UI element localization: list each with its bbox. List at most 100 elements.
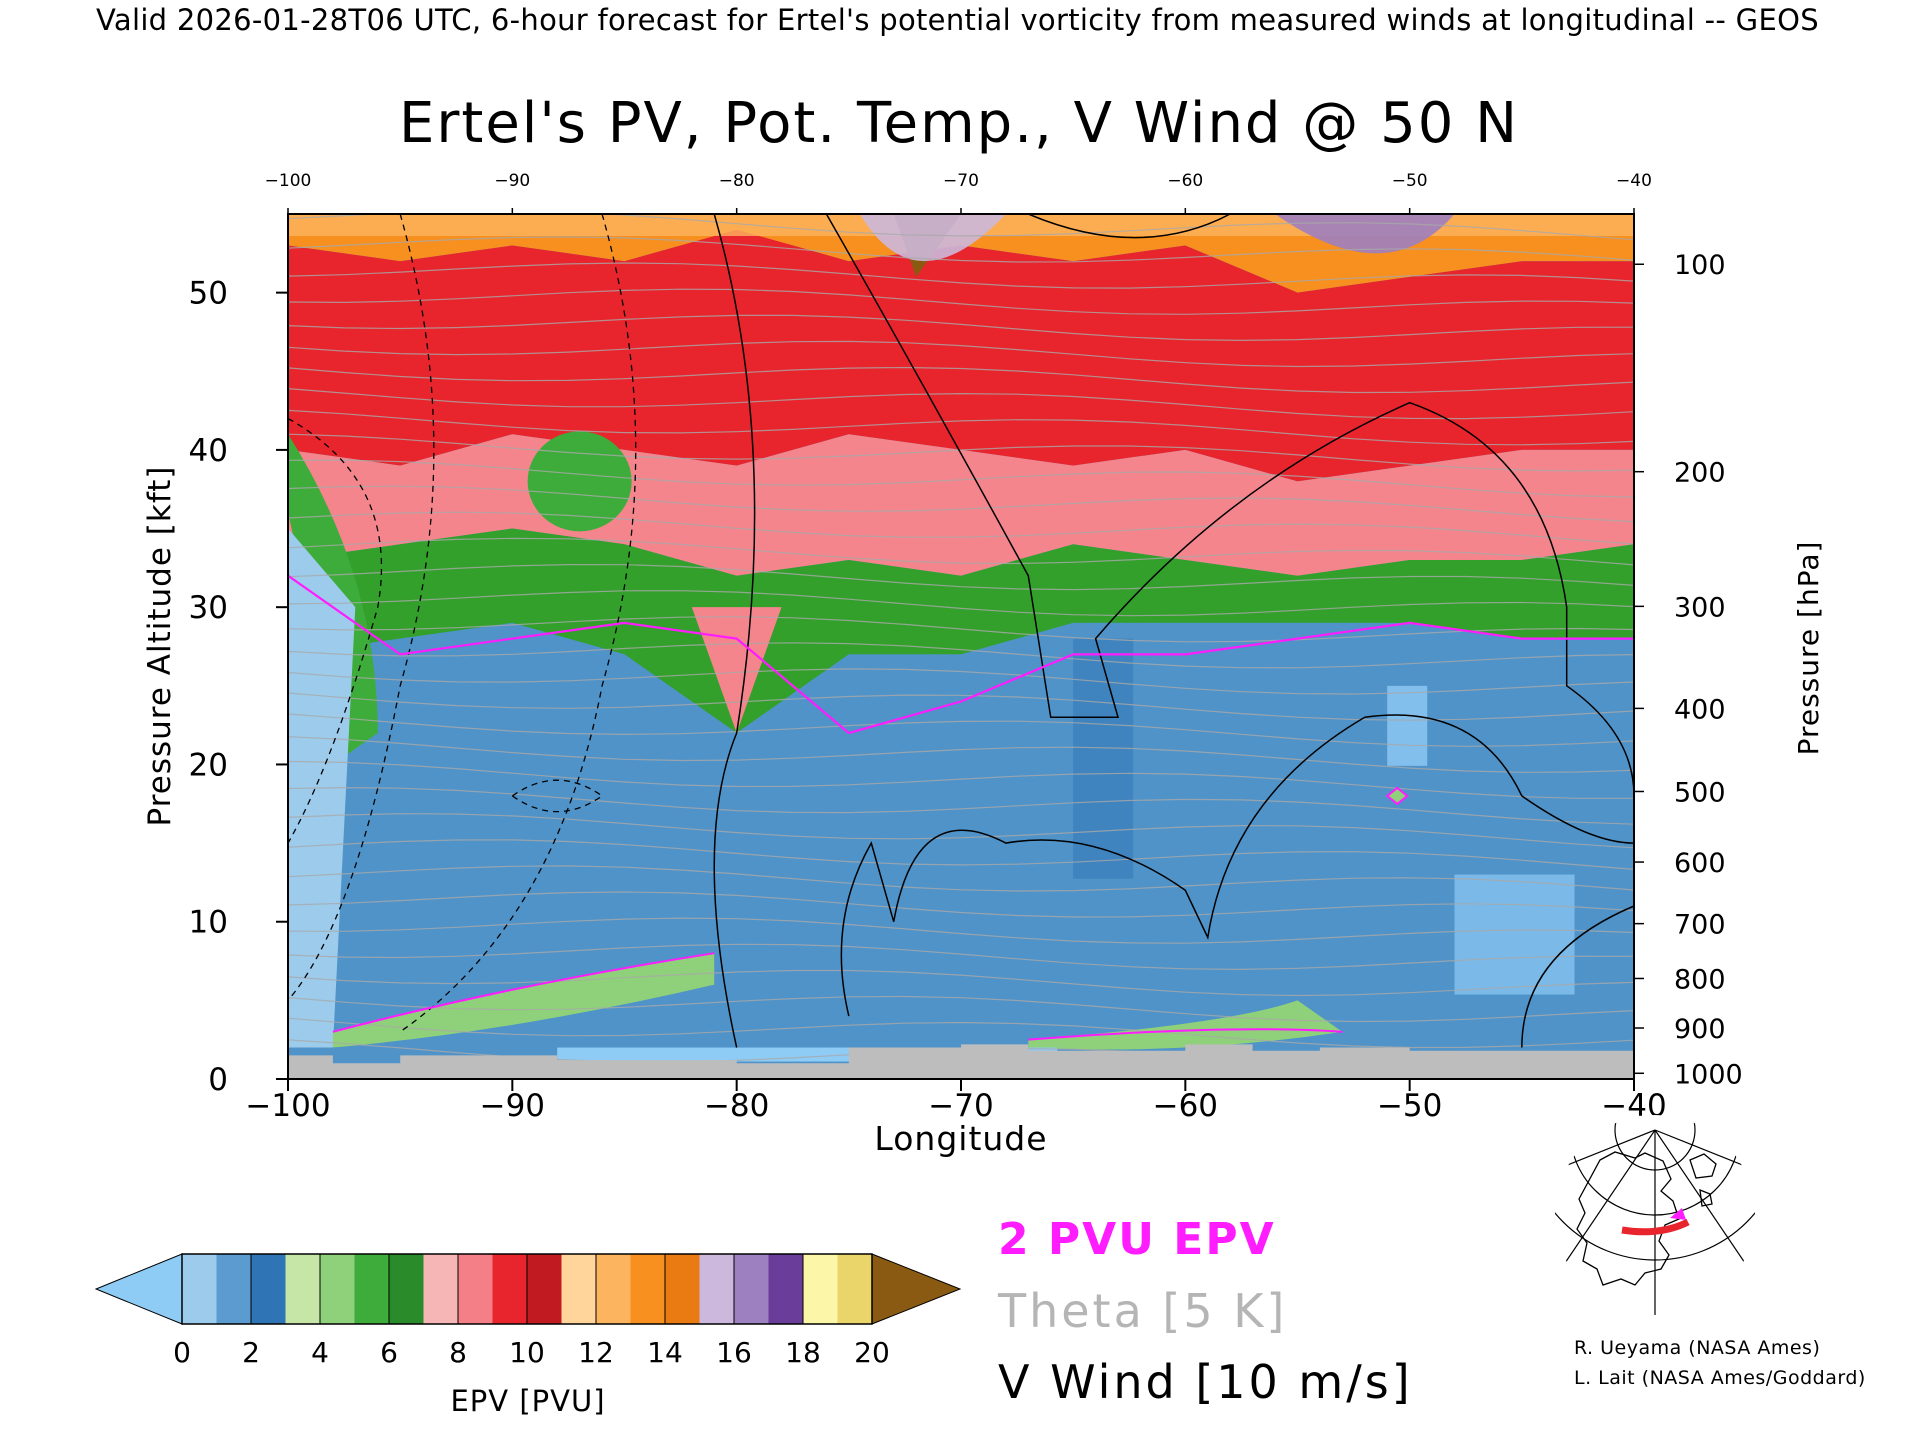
colorbar-swatch <box>665 1254 700 1324</box>
colorbar-swatch <box>182 1254 217 1324</box>
colorbar-tick-label: 16 <box>716 1336 752 1369</box>
colorbar-tick-label: 6 <box>380 1336 398 1369</box>
colorbar-swatch <box>251 1254 286 1324</box>
theta-contour <box>288 713 1634 747</box>
epv-band-blue <box>288 622 1634 1064</box>
theta-contour <box>288 760 1634 799</box>
colorbar-under-arrow <box>94 1253 183 1325</box>
y-tick-label: 20 <box>189 747 228 783</box>
axes: −100 −100 −90 −90 −80 −80 −70 −70 −60 −60 −50 −50 −4… <box>189 171 1743 1124</box>
credit-line-1: R. Ueyama (NASA Ames) <box>1574 1337 1820 1359</box>
v-wind-negative-contour <box>399 214 637 1033</box>
theta-contour <box>288 485 1634 523</box>
colorbar-tick-label: 12 <box>578 1336 614 1369</box>
theta-contour <box>288 943 1634 971</box>
epv-violet-cap <box>860 214 1006 262</box>
colorbar-swatch <box>803 1254 838 1324</box>
pressure-tick-label: 900 <box>1674 1014 1726 1045</box>
pressure-tick-label: 800 <box>1674 964 1726 995</box>
valid-line: Valid 2026-01-28T06 UTC, 6-hour forecast… <box>96 3 1819 37</box>
epv-layers <box>288 214 1634 1064</box>
colorbar-swatch <box>527 1254 562 1324</box>
colorbar-swatch <box>458 1254 493 1324</box>
credit-line-2: L. Lait (NASA Ames/Goddard) <box>1574 1367 1866 1389</box>
x-axis-label: Longitude <box>874 1119 1047 1158</box>
theta-contour <box>288 642 1634 669</box>
colorbar-swatch <box>216 1254 252 1324</box>
colorbar-tick-label: 14 <box>647 1336 683 1369</box>
map-section-track <box>1621 1218 1690 1236</box>
y-tick-label: 40 <box>189 433 228 469</box>
two-pvu-contour <box>288 574 1634 735</box>
x-tick-label: −70 <box>928 1088 993 1124</box>
theta-contour <box>288 459 1634 498</box>
two-pvu-contour-island <box>1385 786 1409 806</box>
pressure-tick-label: 500 <box>1674 777 1726 808</box>
theta-contour <box>288 692 1634 721</box>
theta-contour <box>288 388 1634 420</box>
colorbar-swatch <box>837 1254 873 1324</box>
colorbar-swatch <box>596 1254 631 1324</box>
theta-contour <box>288 995 1634 1023</box>
epv-pink-tongue <box>691 607 782 733</box>
theta-contour <box>288 917 1634 944</box>
v-wind-contour <box>825 214 1634 796</box>
chart-title: Ertel's PV, Pot. Temp., V Wind @ 50 N <box>399 91 1519 156</box>
epv-green-blob <box>527 431 632 532</box>
map-section-marker <box>1670 1208 1686 1220</box>
theta-contour <box>288 786 1634 825</box>
v-wind-negative-contour <box>288 214 435 1001</box>
y-tick-label: 10 <box>189 905 228 941</box>
locator-map <box>1536 1115 1755 1315</box>
colorbar-over-arrow <box>871 1253 962 1325</box>
epv-low-green-east <box>1028 1000 1343 1050</box>
two-pvu-contour-group <box>288 574 1634 1041</box>
x-top-tick-label: −50 <box>1392 171 1428 191</box>
colorbar-tick-label: 18 <box>785 1336 821 1369</box>
v-wind-negative-contour <box>288 417 383 844</box>
y-tick-label: 0 <box>208 1062 228 1098</box>
x-top-tick-label: −70 <box>943 171 979 191</box>
epv-dark-blue-patch <box>1073 638 1134 879</box>
theta-contour <box>288 616 1634 643</box>
colorbar-tick-label: 0 <box>173 1336 191 1369</box>
colorbar-swatch <box>389 1254 424 1324</box>
x-top-tick-label: −90 <box>494 171 530 191</box>
colorbar-swatch <box>699 1254 735 1324</box>
v-wind-contour <box>1028 214 1231 239</box>
v-wind-contour <box>1521 905 1634 1048</box>
two-pvu-contour-low-east <box>1028 1028 1343 1041</box>
theta-contour <box>288 236 1634 263</box>
terrain-fill <box>288 1044 1634 1079</box>
v-wind-contours <box>288 214 1634 1048</box>
theta-contour <box>288 214 1634 241</box>
x-tick-label: −90 <box>480 1088 545 1124</box>
colorbar-swatch <box>492 1254 528 1324</box>
x-tick-label: −80 <box>704 1088 769 1124</box>
x-top-tick-label: −40 <box>1616 171 1652 191</box>
epv-light-patch-1 <box>1387 685 1428 766</box>
map-coastlines <box>1576 1151 1717 1286</box>
x-tick-label: −100 <box>245 1088 330 1124</box>
colorbar-tick-label: 2 <box>242 1336 260 1369</box>
colorbar-label: EPV [PVU] <box>450 1384 605 1418</box>
theta-contour <box>288 813 1634 849</box>
y-axis-label: Pressure Altitude [kft] <box>142 466 178 827</box>
theta-contour <box>288 262 1634 289</box>
two-pvu-contour-low-west <box>332 952 715 1033</box>
colorbar-swatch <box>734 1254 769 1324</box>
plot-area <box>288 214 1634 1079</box>
colorbar-tick-label: 20 <box>854 1336 890 1369</box>
theta-contour <box>288 511 1634 545</box>
pressure-tick-label: 700 <box>1674 910 1726 941</box>
x-tick-label: −60 <box>1153 1088 1218 1124</box>
x-top-tick-label: −60 <box>1167 171 1203 191</box>
theta-contour <box>288 366 1634 394</box>
y-tick-label: 50 <box>189 276 228 312</box>
colorbar-swatch <box>768 1254 804 1324</box>
colorbar-tick-label: 4 <box>311 1336 329 1369</box>
theta-contour <box>288 590 1634 617</box>
colorbar-tick-label: 8 <box>449 1336 467 1369</box>
y-tick-label: 30 <box>189 590 228 626</box>
